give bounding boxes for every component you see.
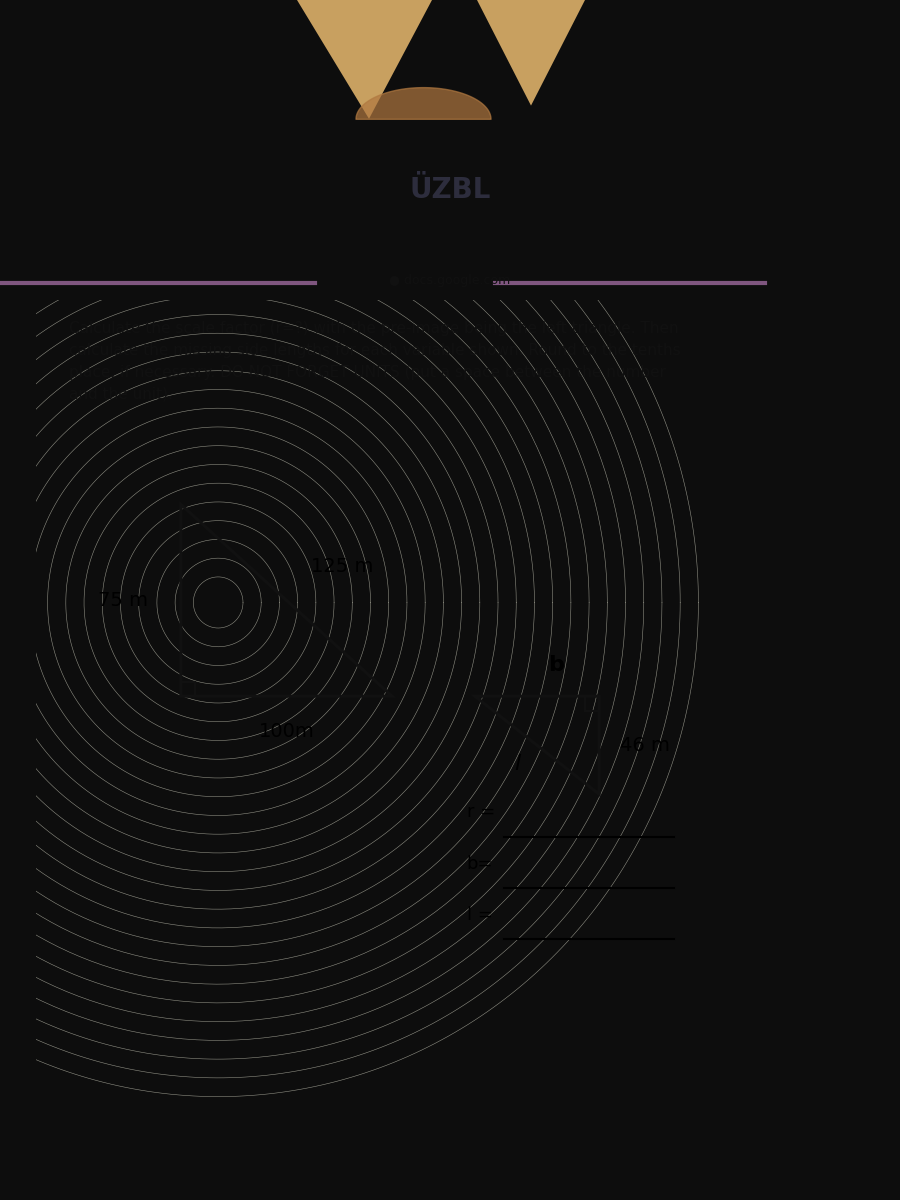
Text: b: b [547,655,563,674]
Text: 100m: 100m [258,721,314,740]
Text: Calculate the scale factor (r=?) with the pre-image being the left triangle. The: Calculate the scale factor (r=?) with th… [69,322,680,401]
Text: 46 m: 46 m [620,736,670,755]
Text: l: l [514,754,520,774]
Text: ÜZBL: ÜZBL [410,176,490,204]
Polygon shape [477,0,585,106]
Text: b=: b= [466,854,493,872]
Text: l =: l = [466,906,492,924]
Text: r =: r = [466,804,495,822]
Text: ● docs.google.com: ● docs.google.com [390,275,510,288]
Text: 125 m: 125 m [311,557,374,576]
Text: 75 m: 75 m [98,590,148,610]
Polygon shape [297,0,432,119]
